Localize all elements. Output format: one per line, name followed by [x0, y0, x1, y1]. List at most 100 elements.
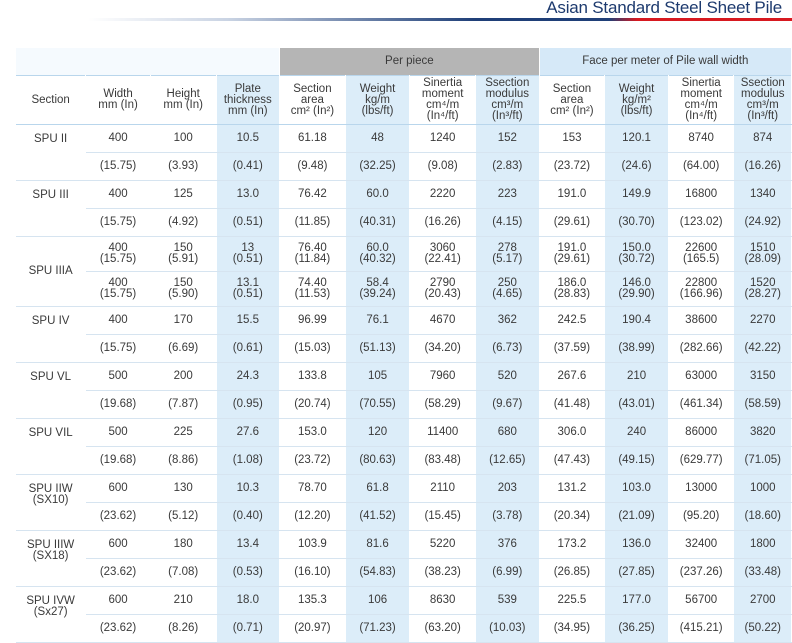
cell-area-pp: (15.03): [279, 334, 346, 363]
group-header-row: Per piece Face per meter of Pile wall wi…: [16, 48, 792, 76]
cell-plate: 13 (0.51): [216, 236, 281, 272]
cell-area-pp: 153.0: [279, 418, 346, 447]
cell-area-pm: 306.0: [539, 418, 606, 447]
cell-modulus-pp: 203: [475, 474, 540, 503]
cell-height: (8.26): [150, 614, 217, 643]
table-body: SPU II 400 100 10.5 61.18 48 1240 152 153 120.1 87…: [16, 124, 792, 643]
cell-plate: (0.41): [216, 152, 281, 181]
cell-weight-pp: (41.52): [345, 502, 411, 531]
cell-modulus-pp: (6.73): [475, 334, 540, 363]
cell-inertia-pp: 1240: [409, 124, 476, 153]
cell-area-pm: 186.0 (28.83): [539, 271, 606, 307]
cell-weight-pm: (21.09): [604, 502, 669, 531]
cell-area-pp: 76.42: [279, 180, 346, 209]
cell-area-pp: 135.3: [279, 586, 346, 615]
cell-inertia-pm: 38600: [668, 306, 735, 335]
cell-area-pp: (16.10): [279, 558, 346, 587]
cell-inertia-pm: (64.00): [668, 152, 735, 181]
table-row: SPU III 400 125 13.0 76.42 60.0 2220 223 191.0 14…: [16, 180, 792, 237]
cell-inertia-pm: (123.02): [668, 208, 735, 237]
cell-plate: 18.0: [216, 586, 281, 615]
table-row: (23.62) (8.26) (0.71) (20.97) (71.23) (63.20)…: [16, 614, 792, 643]
cell-inertia-pp: 3060 (22.41): [409, 236, 476, 272]
cell-weight-pp: (80.63): [345, 446, 411, 475]
cell-area-pm: 153: [539, 124, 606, 153]
cell-modulus-pp: (12.65): [475, 446, 540, 475]
cell-modulus-pm: (42.22): [733, 334, 792, 363]
cell-weight-pm: (27.85): [604, 558, 669, 587]
cell-modulus-pp: (2.83): [475, 152, 540, 181]
cell-area-pm: (23.72): [539, 152, 606, 181]
cell-modulus-pp: (4.15): [475, 208, 540, 237]
cell-weight-pp: (71.23): [345, 614, 411, 643]
col-header-plate: Plate thickness mm (In): [216, 75, 281, 125]
cell-inertia-pm: 22800 (166.96): [668, 271, 735, 307]
cell-inertia-pp: (15.45): [409, 502, 476, 531]
cell-width: (19.68): [85, 446, 151, 475]
cell-weight-pm: (24.6): [604, 152, 669, 181]
cell-height: 200: [150, 362, 217, 391]
cell-area-pm: (26.85): [539, 558, 606, 587]
cell-width: (23.62): [85, 614, 151, 643]
cell-inertia-pp: (16.26): [409, 208, 476, 237]
cell-modulus-pp: (9.67): [475, 390, 540, 419]
cell-inertia-pp: (9.08): [409, 152, 476, 181]
cell-weight-pp: 61.8: [345, 474, 411, 503]
cell-area-pm: 225.5: [539, 586, 606, 615]
table-row: SPU VL 500 200 24.3 133.8 105 7960 520 267.6 210 6…: [16, 362, 792, 419]
cell-area-pp: (20.74): [279, 390, 346, 419]
cell-inertia-pm: (461.34): [668, 390, 735, 419]
section-name: SPU II: [16, 124, 87, 181]
cell-weight-pp: 81.6: [345, 530, 411, 559]
cell-area-pp: 76.40 (11.84): [279, 236, 346, 272]
cell-height: (5.12): [150, 502, 217, 531]
cell-inertia-pm: 8740: [668, 124, 735, 153]
cell-width: 600: [85, 474, 151, 503]
table-row: (15.75) (6.69) (0.61) (15.03) (51.13) (34.20)…: [16, 334, 792, 363]
cell-plate: 13.1 (0.51): [216, 271, 281, 307]
cell-inertia-pm: 32400: [668, 530, 735, 559]
cell-modulus-pm: (24.92): [733, 208, 792, 237]
cell-modulus-pm: 1340: [733, 180, 792, 209]
col-header-width: Width mm (In): [85, 75, 151, 125]
table-row: (23.62) (5.12) (0.40) (12.20) (41.52) (15.45)…: [16, 502, 792, 531]
cell-width: (15.75): [85, 334, 151, 363]
cell-area-pm: (41.48): [539, 390, 606, 419]
cell-height: 150 (5.91): [150, 236, 217, 272]
table-row: (15.75) (4.92) (0.51) (11.85) (40.31) (16.26)…: [16, 208, 792, 237]
cell-height: 100: [150, 124, 217, 153]
cell-height: 210: [150, 586, 217, 615]
cell-width: (23.62): [85, 558, 151, 587]
cell-weight-pm: 136.0: [604, 530, 669, 559]
cell-area-pm: (34.95): [539, 614, 606, 643]
cell-modulus-pp: (10.03): [475, 614, 540, 643]
cell-area-pp: (11.85): [279, 208, 346, 237]
cell-inertia-pm: 22600 (165.5): [668, 236, 735, 272]
cell-inertia-pp: 8630: [409, 586, 476, 615]
cell-area-pm: 173.2: [539, 530, 606, 559]
cell-modulus-pm: 2700: [733, 586, 792, 615]
table-row: 400 (15.75) 150 (5.90) 13.1 (0.51) 74.40 (11.53…: [16, 271, 792, 307]
cell-weight-pp: 48: [345, 124, 411, 153]
cell-plate: (0.61): [216, 334, 281, 363]
cell-width: 600: [85, 586, 151, 615]
cell-width: (19.68): [85, 390, 151, 419]
column-header-row: Section Width mm (In) Height mm (In) Plate…: [16, 75, 792, 125]
cell-width: (23.62): [85, 502, 151, 531]
cell-inertia-pp: (58.29): [409, 390, 476, 419]
col-header-modulus-pp: Ssection modulus cm³/m (In³/ft): [475, 75, 540, 125]
cell-weight-pm: (49.15): [604, 446, 669, 475]
cell-area-pm: 242.5: [539, 306, 606, 335]
cell-weight-pm: 210: [604, 362, 669, 391]
cell-inertia-pm: 63000: [668, 362, 735, 391]
cell-weight-pm: (30.70): [604, 208, 669, 237]
cell-plate: 13.4: [216, 530, 281, 559]
cell-weight-pp: (32.25): [345, 152, 411, 181]
cell-inertia-pm: (95.20): [668, 502, 735, 531]
cell-weight-pp: (51.13): [345, 334, 411, 363]
table-row: SPU II 400 100 10.5 61.18 48 1240 152 153 120.1 87…: [16, 124, 792, 181]
cell-height: 170: [150, 306, 217, 335]
table-row: (19.68) (8.86) (1.08) (23.72) (80.63) (83.48)…: [16, 446, 792, 475]
cell-area-pm: (29.61): [539, 208, 606, 237]
table-row: SPU IIIA 400 (15.75) 150 (5.91) 13 (0.51) 76.40…: [16, 236, 792, 307]
